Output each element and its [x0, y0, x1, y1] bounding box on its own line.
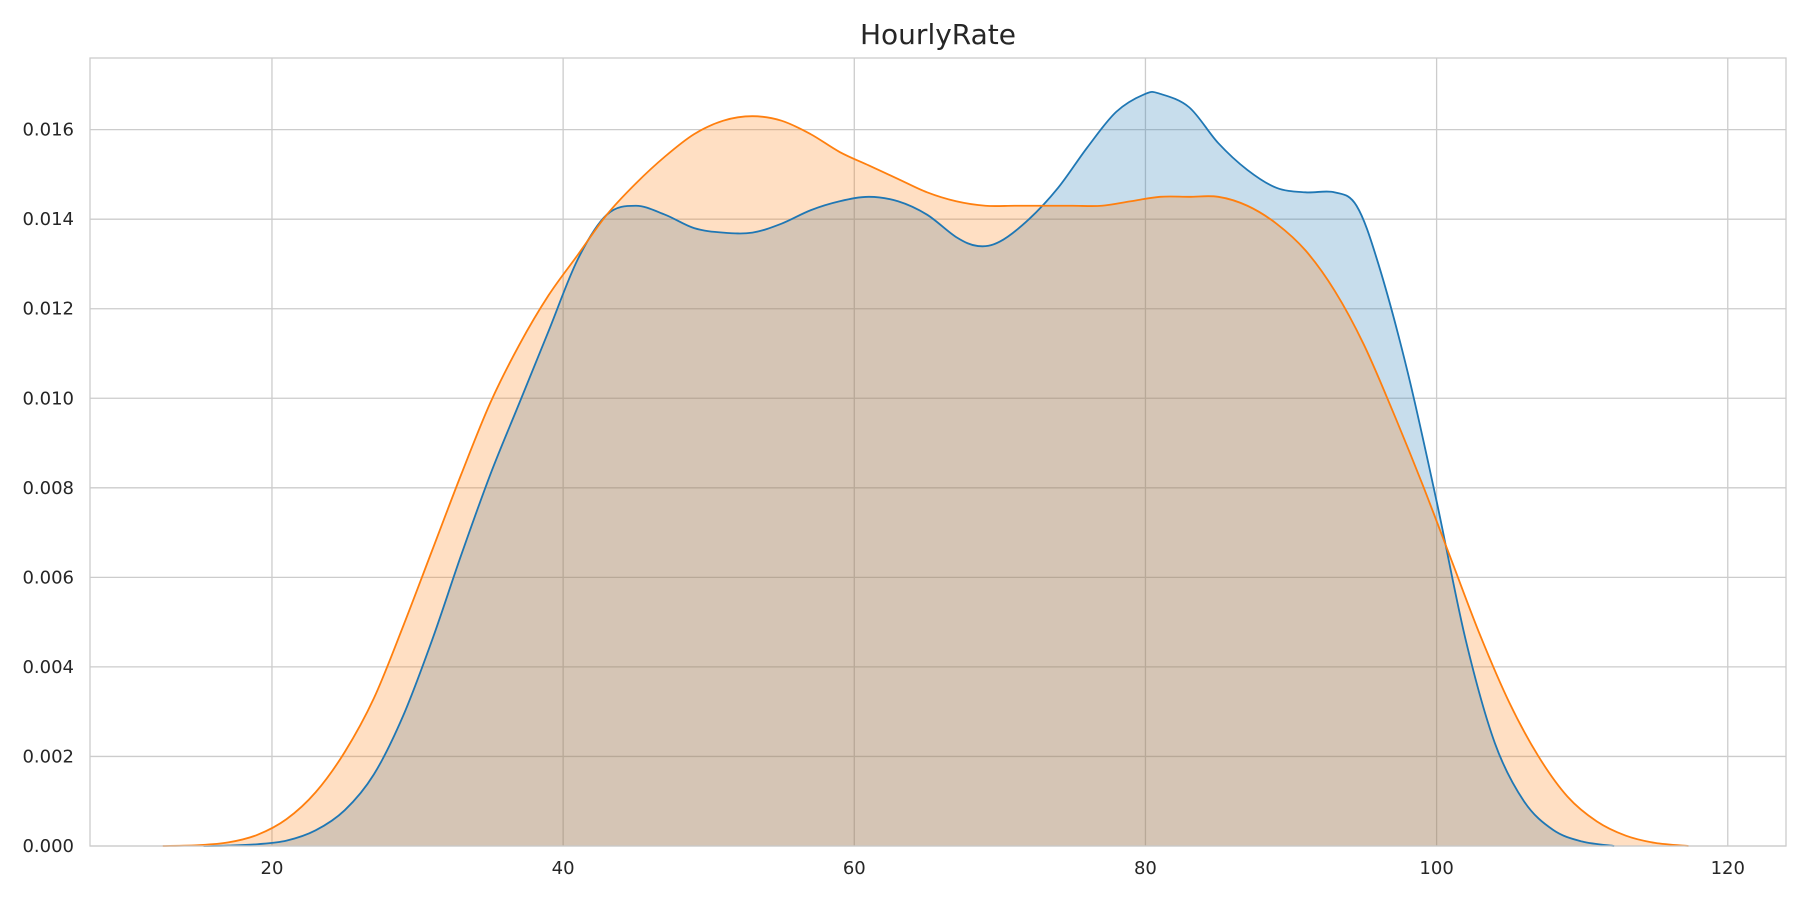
y-tick-label: 0.010: [22, 388, 74, 409]
y-tick-label: 0.014: [22, 209, 74, 230]
y-tick-label: 0.008: [22, 478, 74, 499]
x-tick-label: 20: [261, 858, 284, 879]
x-tick-label: 60: [843, 858, 866, 879]
y-tick-label: 0.006: [22, 567, 74, 588]
x-tick-label: 40: [552, 858, 575, 879]
series-1-area: [203, 91, 1615, 847]
series-2-area: [162, 116, 1689, 846]
y-tick-label: 0.016: [22, 120, 74, 141]
series-2-line: [162, 115, 1689, 847]
series-fill-layer: [162, 91, 1689, 847]
y-tick-label: 0.000: [22, 836, 74, 857]
series-1-line: [203, 90, 1615, 847]
y-tick-label: 0.002: [22, 746, 74, 767]
x-tick-label: 80: [1134, 858, 1157, 879]
x-tick-label: 100: [1419, 858, 1453, 879]
y-tick-label: 0.004: [22, 657, 74, 678]
series-line-layer: [162, 90, 1689, 847]
plot-frame: [89, 57, 1787, 847]
y-tick-label: 0.012: [22, 299, 74, 320]
grid-layer: [90, 58, 1786, 847]
tick-label-layer: 20 40 60 80 100 120 0.000 0.002 0.004 0.006 0.008 0…: [22, 120, 1744, 879]
chart-title: HourlyRate: [860, 18, 1016, 51]
x-tick-label: 120: [1711, 858, 1745, 879]
